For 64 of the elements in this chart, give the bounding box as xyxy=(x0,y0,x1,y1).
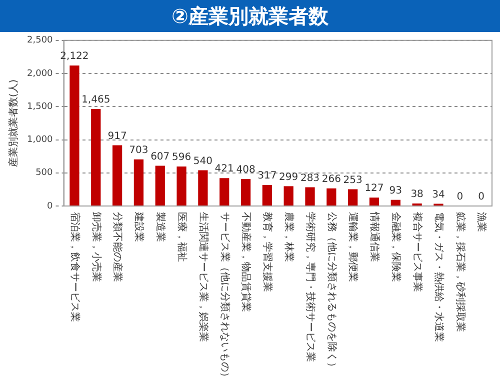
data-label: 607 xyxy=(150,151,170,162)
data-label: 38 xyxy=(410,189,424,200)
x-tick-label: 鉱業，採石業，砂利採取業 xyxy=(454,212,466,332)
data-label: 703 xyxy=(129,145,148,156)
bar xyxy=(70,65,80,206)
data-label: 421 xyxy=(214,164,234,175)
x-tick-label: サービス業（他に分類されないもの） xyxy=(218,212,231,382)
data-label: 266 xyxy=(322,174,341,185)
x-tick-label: 金融業，保険業 xyxy=(390,212,402,282)
bar xyxy=(369,198,380,206)
y-tick-label: 1,000 xyxy=(27,135,54,146)
x-tick-label: 学術研究，専門・技術サービス業 xyxy=(304,212,316,362)
x-tick-label: 漁業 xyxy=(476,212,488,232)
bar xyxy=(305,187,315,206)
data-label: 2,122 xyxy=(60,51,89,62)
x-tick-label: 教育，学習支援業 xyxy=(262,212,274,292)
bar xyxy=(176,166,186,206)
data-label: 127 xyxy=(364,183,384,194)
data-label: 540 xyxy=(193,156,212,167)
x-tick-label: 農業，林業 xyxy=(282,212,295,262)
x-tick-label: 電気・ガス・熱供給・水道業 xyxy=(432,212,445,342)
data-label: 408 xyxy=(236,164,256,176)
bar xyxy=(262,185,272,206)
x-tick-label: 生活関連サービス業，娯楽業 xyxy=(197,212,210,342)
x-tick-label: 宿泊業，飲食サービス業 xyxy=(68,212,81,322)
y-tick-label: 2,000 xyxy=(27,68,54,79)
y-tick-label: 500 xyxy=(36,168,54,178)
data-label: 253 xyxy=(343,174,362,186)
y-tick-label: 0 xyxy=(47,201,54,212)
bar xyxy=(91,108,101,206)
data-label: 1,465 xyxy=(82,94,110,106)
y-tick-label: 2,500 xyxy=(27,36,54,46)
bar xyxy=(390,200,400,206)
x-tick-label: 卸売業，小売業 xyxy=(90,212,102,282)
bar xyxy=(112,145,122,206)
x-tick-label: 不動産業，物品賃貸業 xyxy=(240,212,252,312)
bar xyxy=(155,166,165,206)
x-tick-label: 建設業 xyxy=(133,211,146,242)
x-tick-label: 運輸業，郵便業 xyxy=(347,212,360,282)
data-label: 299 xyxy=(279,172,298,183)
chart-title: ②産業別就業者数 xyxy=(0,0,500,32)
x-tick-label: 複合サービス事業 xyxy=(411,212,424,292)
bar xyxy=(348,189,358,206)
data-label: 596 xyxy=(172,152,192,164)
bar xyxy=(284,186,294,206)
bar xyxy=(134,159,144,206)
bar xyxy=(220,178,230,206)
x-tick-label: 医療，福祉 xyxy=(176,212,188,262)
x-tick-label: 製造業 xyxy=(154,212,167,242)
x-tick-label: 分類不能の産業 xyxy=(112,212,124,282)
data-label: 34 xyxy=(432,189,445,200)
data-label: 317 xyxy=(258,170,277,182)
data-label: 283 xyxy=(300,172,320,184)
bar xyxy=(326,188,336,206)
y-tick-label: 1,500 xyxy=(27,102,54,112)
bar xyxy=(240,178,251,206)
bar xyxy=(198,170,208,206)
data-label: 93 xyxy=(389,185,402,196)
data-label: 917 xyxy=(108,130,127,142)
data-label: 0 xyxy=(478,192,484,203)
y-axis-title: 産業別就業者数(人) xyxy=(8,79,20,168)
data-label: 0 xyxy=(456,192,464,203)
x-tick-label: 情報通信業 xyxy=(368,211,381,262)
x-tick-label: 公務（他に分類されるものを除く） xyxy=(326,212,338,372)
